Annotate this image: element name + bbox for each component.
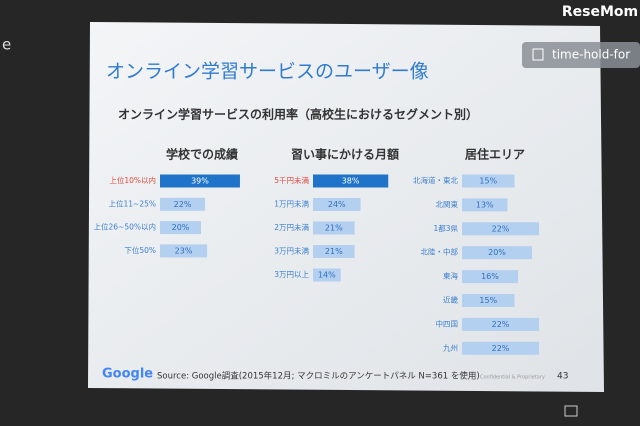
category-label: 北陸・中部 <box>421 247 459 257</box>
value-label: 15% <box>479 296 497 305</box>
bar <box>462 317 539 331</box>
chart-title: 居住エリア <box>465 147 525 162</box>
slide-title: オンライン学習サービスのユーザー像 <box>106 61 429 83</box>
value-label: 22% <box>492 224 510 233</box>
category-label: 北海道・東北 <box>413 175 458 185</box>
confidential: Confidential & Proprietary <box>480 375 545 381</box>
value-label: 22% <box>492 320 510 329</box>
source: Source: Google調査(2015年12月; マクロミルのアンケートパネ… <box>157 371 480 382</box>
category-label: 中四国 <box>436 318 459 328</box>
tab <box>522 42 640 68</box>
category-label: 北関東 <box>436 199 459 209</box>
bar <box>462 222 539 236</box>
value-label: 22% <box>174 200 192 209</box>
category-label: 近畿 <box>443 295 458 305</box>
watermark: ReseMom <box>562 4 638 20</box>
bar <box>462 294 515 307</box>
category-label: 1都3県 <box>433 224 458 233</box>
value-label: 13% <box>476 200 494 209</box>
bar <box>313 198 361 211</box>
chart-title: 学校での成績 <box>166 147 238 162</box>
value-label: 14% <box>318 271 336 280</box>
category-label: 東海 <box>443 271 458 281</box>
value-label: 39% <box>191 177 209 186</box>
bar <box>313 268 341 282</box>
value-label: 16% <box>481 272 499 281</box>
value-label: 20% <box>488 248 506 257</box>
category-label: 1万円未満 <box>274 199 309 209</box>
bar <box>160 221 201 235</box>
value-label: 38% <box>342 177 360 186</box>
slide-subtitle: オンライン学習サービスの利用率（高校生におけるセグメント別） <box>118 107 478 122</box>
category-label: 上位11~25% <box>109 198 157 208</box>
category-label: 九州 <box>443 343 458 352</box>
bar <box>462 174 515 188</box>
bar <box>462 270 518 284</box>
bar <box>313 245 355 258</box>
category-label: 2万円未満 <box>274 222 309 232</box>
tab-icon <box>532 48 544 61</box>
chart-title: 習い事にかける月額 <box>291 147 399 162</box>
value-label: 22% <box>492 344 510 353</box>
bar <box>160 244 208 258</box>
tab-label: time-hold-for <box>552 48 630 62</box>
category-label: 上位10%以内 <box>109 175 156 185</box>
value-label: 21% <box>325 224 343 233</box>
edge-text: e <box>2 36 11 54</box>
value-label: 15% <box>479 177 497 186</box>
bar <box>462 341 539 355</box>
category-label: 3万円未満 <box>274 246 309 256</box>
value-label: 21% <box>325 247 343 256</box>
value-label: 20% <box>172 223 190 232</box>
bar <box>160 174 240 188</box>
bar <box>462 246 532 260</box>
value-label: 23% <box>175 246 193 255</box>
bar <box>462 198 508 212</box>
category-label: 上位26~50%以内 <box>94 222 157 232</box>
category-label: 3万円以上 <box>274 270 309 279</box>
control-icon[interactable] <box>564 405 578 417</box>
page-number: 43 <box>557 372 568 382</box>
bar <box>313 221 355 235</box>
bar <box>313 174 389 188</box>
bar <box>160 197 206 211</box>
logo: Google <box>102 367 153 382</box>
category-label: 下位50% <box>124 245 156 255</box>
value-label: 24% <box>328 200 346 209</box>
category-label: 5千円未満 <box>274 175 309 185</box>
